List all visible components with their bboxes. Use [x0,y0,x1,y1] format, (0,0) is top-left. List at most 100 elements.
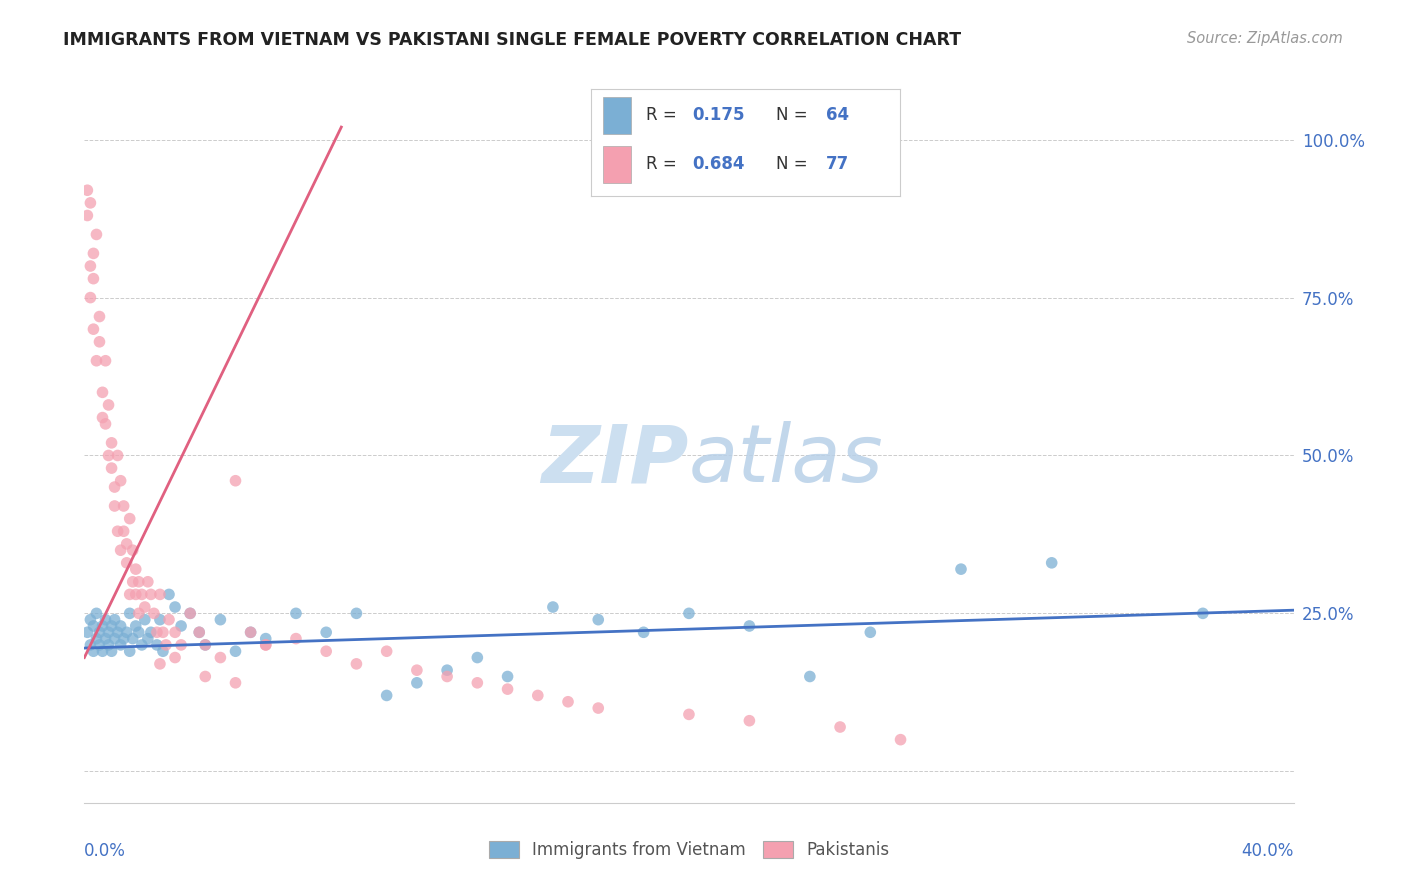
Point [225,675,247,690]
Point [89,625,111,640]
Point [112,524,135,539]
Point [125,587,148,601]
Point [136,632,159,646]
Point [128,625,150,640]
Point [225,474,247,488]
Point [239,625,262,640]
Point [112,499,135,513]
Point [82,619,104,633]
Point [179,607,201,621]
Point [91,385,114,400]
Point [375,644,398,658]
Point [406,675,429,690]
Point [79,613,101,627]
Point [79,259,101,273]
Point [104,499,127,513]
Text: 77: 77 [825,155,849,173]
Point [128,574,150,589]
Point [188,625,211,640]
Point [165,625,187,640]
Point [157,587,180,601]
Point [118,587,141,601]
Point [107,449,129,463]
Point [107,524,129,539]
Point [436,663,458,677]
Point [91,410,114,425]
Point [496,682,519,697]
Text: N =: N = [776,155,813,173]
Text: N =: N = [776,106,813,124]
Point [125,562,148,576]
Point [94,632,117,646]
Point [100,461,122,475]
Point [97,638,120,652]
Point [375,689,398,703]
Point [254,632,277,646]
Point [254,638,277,652]
Point [285,607,308,621]
Point [194,638,217,652]
Point [950,562,973,576]
Point [91,644,114,658]
Bar [603,96,631,134]
Point [128,607,150,621]
Point [79,195,101,210]
Point [165,600,187,615]
Point [467,675,489,690]
Point [209,613,232,627]
Point [82,322,104,336]
Point [100,435,122,450]
Point [79,291,101,305]
Point [1040,556,1063,570]
Point [315,644,337,658]
Point [588,701,610,715]
Text: 0.0%: 0.0% [84,842,127,860]
Point [104,632,127,646]
Point [194,638,217,652]
Text: ZIP: ZIP [541,421,689,500]
Point [134,613,156,627]
Point [146,625,169,640]
Point [346,657,368,671]
Point [346,607,368,621]
Point [149,613,172,627]
Point [152,625,174,640]
Point [110,619,132,633]
Point [121,574,143,589]
Point [115,625,138,640]
Point [107,625,129,640]
Bar [603,146,631,184]
Point [436,669,458,683]
Point [134,600,156,615]
Point [115,537,138,551]
Point [890,732,912,747]
Text: 64: 64 [825,106,849,124]
Point [97,625,120,640]
Text: atlas: atlas [689,421,884,500]
Point [188,625,211,640]
Point [131,638,153,652]
Point [110,474,132,488]
Point [170,638,193,652]
Point [118,644,141,658]
Point [633,625,655,640]
Text: IMMIGRANTS FROM VIETNAM VS PAKISTANI SINGLE FEMALE POVERTY CORRELATION CHART: IMMIGRANTS FROM VIETNAM VS PAKISTANI SIN… [63,31,962,49]
Point [859,625,882,640]
Point [136,574,159,589]
Point [104,613,127,627]
Point [89,310,111,324]
Text: 0.175: 0.175 [693,106,745,124]
Point [76,209,98,223]
Point [118,511,141,525]
Point [738,619,761,633]
Point [82,246,104,260]
Point [139,587,162,601]
Point [830,720,852,734]
Point [97,398,120,412]
Point [678,707,700,722]
Point [142,607,165,621]
Point [139,625,162,640]
Point [112,632,135,646]
Point [104,480,127,494]
Point [86,632,108,646]
